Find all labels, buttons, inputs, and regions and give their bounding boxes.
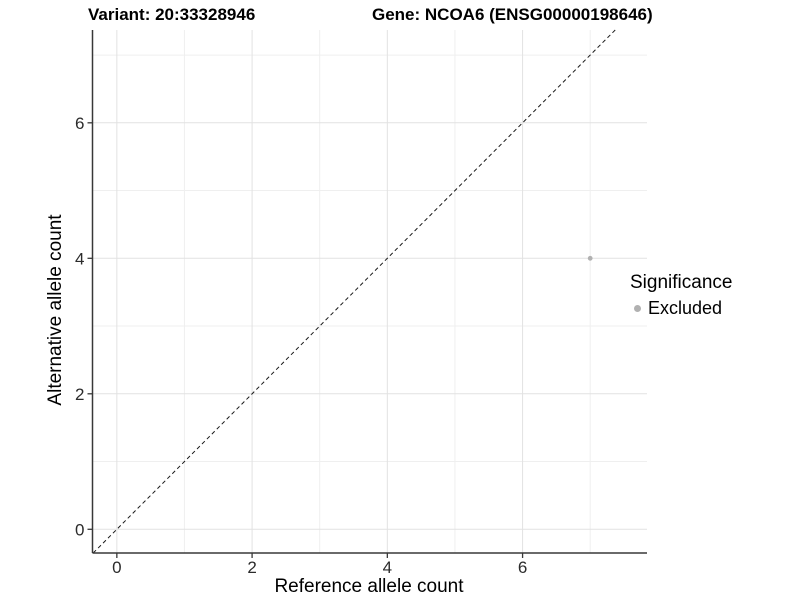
- y-tick-label: 4: [75, 249, 84, 268]
- legend-point-icon: [634, 305, 641, 312]
- legend-title: Significance: [630, 272, 733, 293]
- x-tick-label: 4: [383, 558, 392, 577]
- y-axis-title: Alternative allele count: [45, 214, 66, 406]
- x-axis-title: Reference allele count: [274, 576, 464, 597]
- y-tick-label: 2: [75, 385, 84, 404]
- variant-title: Variant: 20:33328946: [88, 5, 256, 24]
- legend: Significance Excluded: [630, 272, 732, 319]
- y-tick-label: 6: [75, 114, 84, 133]
- gene-title: Gene: NCOA6 (ENSG00000198646): [372, 5, 653, 24]
- legend-entry: Excluded: [630, 298, 732, 319]
- y-tick-label: 0: [75, 520, 84, 539]
- identity-dashed-line: [92, 29, 616, 554]
- x-tick-label: 0: [112, 558, 121, 577]
- x-tick-label: 2: [247, 558, 256, 577]
- legend-entry-label: Excluded: [648, 298, 723, 318]
- data-point: [587, 255, 593, 261]
- x-tick-label: 6: [518, 558, 527, 577]
